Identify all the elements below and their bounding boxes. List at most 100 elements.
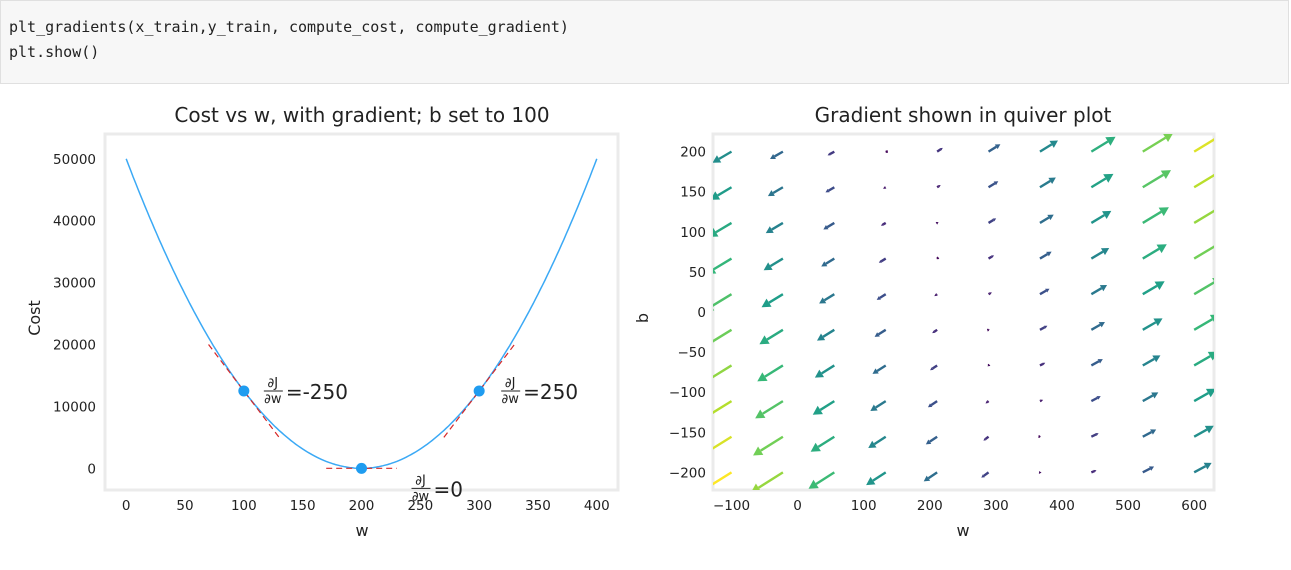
quiver-arrow-head <box>1153 318 1163 327</box>
quiver-arrow-head <box>883 186 886 189</box>
quiver-xtick-label: 400 <box>1049 498 1075 514</box>
quiver-arrow-head <box>819 297 827 304</box>
code-cell[interactable]: plt_gradients(x_train,y_train, compute_c… <box>0 0 1289 84</box>
cost-xtick-label: 100 <box>231 498 257 514</box>
quiver-arrow-head <box>981 474 985 478</box>
quiver-arrow-head <box>1160 170 1172 180</box>
quiver-arrow-head <box>1205 388 1214 398</box>
quiver-arrow-shaft <box>825 257 835 265</box>
quiver-arrow-head <box>695 450 705 459</box>
grad-label-denominator: ∂w <box>412 489 430 504</box>
quiver-arrow-shaft <box>1090 323 1101 331</box>
quiver-arrow-head <box>752 483 760 490</box>
quiver-arrow-head <box>1100 247 1110 256</box>
quiver-xtick-label: −100 <box>713 498 750 514</box>
quiver-ytick-label: 150 <box>680 185 706 201</box>
cost-xtick-label: 300 <box>466 498 492 514</box>
cost-xtick-label: 50 <box>176 498 193 514</box>
quiver-arrow-shaft <box>929 435 938 443</box>
cost-ytick-label: 10000 <box>53 399 96 415</box>
quiver-arrow-head <box>823 225 829 230</box>
quiver-arrow-head <box>1103 173 1114 183</box>
quiver-arrow-head <box>1218 166 1228 175</box>
cost-xtick-label: 350 <box>525 498 551 514</box>
quiver-arrow-head <box>1045 288 1050 293</box>
quiver-arrow-shaft <box>826 221 835 229</box>
quiver-arrow-shaft <box>713 364 733 379</box>
quiver-arrow-head <box>700 376 710 385</box>
quiver-arrow-shaft <box>1142 321 1157 331</box>
quiver-arrow-head <box>1043 325 1048 329</box>
quiver-arrow-shaft <box>757 471 784 489</box>
grad-label-value: =-250 <box>286 380 348 404</box>
quiver-arrow-shaft <box>766 328 784 341</box>
charts-output: Cost vs w, with gradient; b set to 100 w… <box>25 103 1228 540</box>
quiver-arrow-head <box>1049 140 1058 148</box>
quiver-arrow-head <box>759 335 770 345</box>
quiver-arrow-head <box>927 403 933 408</box>
quiver-ytick-label: 50 <box>689 265 706 281</box>
quiver-arrow-head <box>1154 281 1165 291</box>
quiver-arrow-head <box>1209 314 1214 322</box>
quiver-arrow-shaft <box>1039 326 1046 331</box>
quiver-arrow-shaft <box>936 185 940 189</box>
quiver-arrow-shaft <box>936 148 942 153</box>
quiver-arrow-shaft <box>1193 465 1207 474</box>
quiver-arrow-head <box>930 367 934 371</box>
quiver-arrow-shaft <box>717 186 733 197</box>
quiver-arrow-head <box>986 328 990 332</box>
grad-label-numerator: ∂J <box>268 376 279 391</box>
cost-xtick-label: 200 <box>349 498 375 514</box>
quiver-xtick-label: 200 <box>917 498 943 514</box>
quiver-arrow-head <box>1204 425 1214 434</box>
quiver-arrow-shaft <box>1090 470 1095 474</box>
quiver-arrow-head <box>827 152 831 156</box>
cost-ytick-label: 0 <box>87 461 96 477</box>
quiver-arrow-head <box>698 413 708 422</box>
quiver-arrow-shaft <box>1090 214 1105 224</box>
quiver-arrow-shaft <box>987 292 991 296</box>
quiver-arrow-head <box>763 262 773 271</box>
quiver-arrow-shaft <box>713 400 733 414</box>
quiver-arrow-head <box>866 476 876 486</box>
quiver-arrow-head <box>713 155 722 163</box>
quiver-arrow-head <box>991 255 995 258</box>
quiver-arrow-shaft <box>1193 245 1214 260</box>
quiver-arrow-shaft <box>1142 136 1167 153</box>
quiver-arrow-head <box>1097 359 1103 364</box>
quiver-arrow-head <box>1151 392 1159 399</box>
cost-point <box>473 385 485 397</box>
quiver-xtick-label: 600 <box>1181 498 1207 514</box>
quiver-arrow-head <box>1216 203 1226 212</box>
quiver-arrow-head <box>693 487 703 496</box>
quiver-arrow-shaft <box>822 328 835 338</box>
quiver-arrow-shaft <box>877 328 887 336</box>
cost-xtick-label: 250 <box>407 498 433 514</box>
quiver-arrow-shaft <box>927 471 938 480</box>
quiver-arrow-shaft <box>984 435 990 441</box>
quiver-arrow-shaft <box>930 400 938 407</box>
quiver-arrow-head <box>755 409 766 419</box>
quiver-arrow-head <box>872 368 879 374</box>
cost-ytick-label: 40000 <box>53 214 96 230</box>
quiver-arrow-shaft <box>817 435 835 448</box>
quiver-arrow-head <box>923 475 931 482</box>
quiver-arrow-head <box>757 372 768 382</box>
quiver-arrow-shaft <box>1142 173 1164 189</box>
quiver-arrow-head <box>753 446 764 456</box>
quiver-arrow-shaft <box>1090 433 1097 438</box>
quiver-arrow-head <box>713 227 719 237</box>
quiver-arrow-head <box>1156 244 1167 254</box>
quiver-arrow-shaft <box>1142 394 1154 403</box>
quiver-arrow-shaft <box>987 182 996 189</box>
quiver-arrow-head <box>770 153 776 160</box>
code-line-1: plt_gradients(x_train,y_train, compute_c… <box>9 18 569 36</box>
quiver-arrow-shaft <box>715 221 733 234</box>
quiver-arrow-head <box>1046 251 1052 257</box>
quiver-arrow-shaft <box>713 328 733 343</box>
quiver-arrow-head <box>1158 207 1169 217</box>
quiver-arrow-shaft <box>1090 287 1103 296</box>
quiver-arrow-head <box>713 191 721 200</box>
quiver-arrow-head <box>1211 277 1214 282</box>
quiver-arrow-head <box>937 184 941 188</box>
